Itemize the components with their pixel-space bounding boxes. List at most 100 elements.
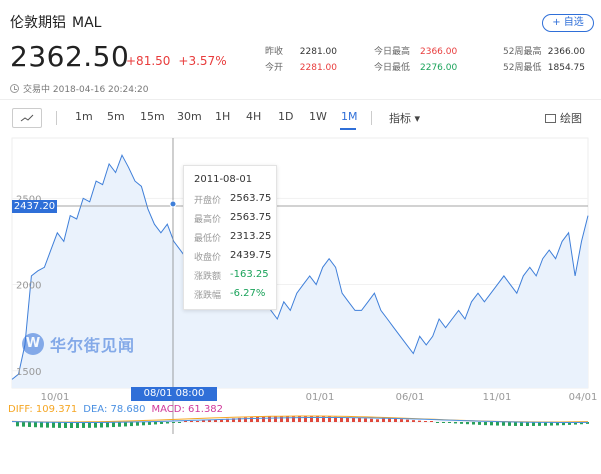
tooltip-label: 最低价 xyxy=(194,234,222,244)
draw-button[interactable]: 绘图 xyxy=(545,110,582,126)
macd-bar xyxy=(556,422,559,426)
toolbar-separator xyxy=(56,111,57,125)
macd-bar xyxy=(322,416,325,422)
macd-bar xyxy=(232,418,235,422)
stats-col-3: 52周最高 2366.00 52周最低 1854.75 xyxy=(503,44,585,76)
macd-bar xyxy=(292,416,295,422)
macd-bar xyxy=(424,421,427,422)
price-chart[interactable]: 1500 2000 2500 10/01 01/01 06/01 11/01 04/01 xyxy=(0,132,601,474)
macd-bar xyxy=(262,416,265,422)
tab-1mo[interactable]: 1M xyxy=(341,110,358,123)
macd-bar xyxy=(214,419,217,422)
macd-bar xyxy=(82,422,85,428)
macd-bar xyxy=(448,422,451,424)
tab-1m[interactable]: 1m xyxy=(75,110,93,123)
macd-bar xyxy=(358,418,361,422)
macd-bar xyxy=(142,422,145,426)
macd-bar xyxy=(40,422,43,428)
macd-bar xyxy=(502,422,505,426)
stats-col-2: 今日最高 2366.00 今日最低 2276.00 xyxy=(374,44,458,76)
crosshair-date-tag: 08/01 08:00 xyxy=(131,387,217,401)
toolbar-separator xyxy=(371,111,372,125)
macd-bar xyxy=(178,422,181,423)
watermark-text: 华尔街见闻 xyxy=(50,336,136,355)
macd-bar xyxy=(124,422,127,427)
macd-bar xyxy=(538,422,541,426)
macd-bar xyxy=(112,422,115,428)
macd-bar xyxy=(586,422,589,424)
macd-bar xyxy=(436,422,439,423)
macd-bar xyxy=(280,416,283,422)
tooltip-label: 最高价 xyxy=(194,215,222,225)
macd-value: MACD: 61.382 xyxy=(151,404,224,415)
macd-panel xyxy=(11,415,589,428)
macd-bar xyxy=(52,422,55,428)
macd-bar xyxy=(328,416,331,422)
macd-bar xyxy=(316,416,319,422)
tab-1w[interactable]: 1W xyxy=(309,110,327,123)
indicators-dropdown[interactable]: 指标 ▾ xyxy=(389,112,421,125)
tooltip-value: 2563.75 xyxy=(230,212,272,223)
macd-bar xyxy=(76,422,79,428)
tab-1h[interactable]: 1H xyxy=(215,110,231,123)
chart-toolbar: 1m 5m 15m 30m 1H 4H 1D 1W 1M 指标 ▾ 绘图 xyxy=(0,108,601,130)
macd-bar xyxy=(160,422,163,424)
macd-bar xyxy=(550,422,553,426)
macd-legend: DIFF: 109.371 DEA: 78.680 MACD: 61.382 xyxy=(8,404,229,415)
macd-bar xyxy=(250,417,253,422)
macd-bar xyxy=(28,422,31,427)
macd-bar xyxy=(46,422,49,428)
tab-1d[interactable]: 1D xyxy=(278,110,294,123)
line-chart-toggle[interactable] xyxy=(12,108,42,128)
macd-bar xyxy=(238,417,241,422)
macd-bar xyxy=(268,416,271,422)
macd-bar xyxy=(454,422,457,424)
stat-label: 今日最低 xyxy=(374,63,411,73)
tooltip-row-open: 开盘价 2563.75 xyxy=(194,193,272,207)
price-line xyxy=(11,153,589,380)
watermark-logo: W xyxy=(22,333,44,355)
tooltip-date: 2011-08-01 xyxy=(194,174,253,185)
macd-bar xyxy=(562,422,565,426)
macd-bar xyxy=(484,422,487,426)
tab-15m[interactable]: 15m xyxy=(140,110,165,123)
tab-4h[interactable]: 4H xyxy=(246,110,262,123)
macd-bar xyxy=(352,417,355,422)
tooltip-label: 涨跌额 xyxy=(194,272,222,282)
draw-label: 绘图 xyxy=(560,112,582,125)
ohlc-tooltip: 2011-08-01 开盘价 2563.75 最高价 2563.75 最低价 2313… xyxy=(183,165,277,310)
tooltip-value: 2439.75 xyxy=(230,250,272,261)
tab-5m[interactable]: 5m xyxy=(107,110,125,123)
macd-bar xyxy=(514,422,517,426)
macd-bar xyxy=(466,422,469,425)
instrument-name: 伦敦期铝 xyxy=(10,15,66,31)
stat-label: 昨收 xyxy=(265,47,284,57)
macd-bar xyxy=(58,422,61,428)
macd-bar xyxy=(34,422,37,428)
tooltip-row-close: 收盘价 2439.75 xyxy=(194,250,272,264)
macd-bar xyxy=(388,418,391,422)
add-watchlist-button[interactable]: + 自选 xyxy=(542,14,594,32)
y-tick-label: 2500 xyxy=(16,194,41,205)
macd-bar xyxy=(64,422,67,428)
instrument-title: 伦敦期铝 MAL xyxy=(10,12,101,32)
tooltip-label: 开盘价 xyxy=(194,196,222,206)
stat-value: 2366.00 xyxy=(420,47,458,57)
tab-30m[interactable]: 30m xyxy=(177,110,202,123)
tooltip-label: 收盘价 xyxy=(194,253,222,263)
macd-bar xyxy=(256,416,259,422)
crosshair-price-tag: 2437.20 xyxy=(12,200,57,213)
macd-bar xyxy=(304,416,307,422)
macd-bar xyxy=(406,419,409,422)
macd-bar xyxy=(496,422,499,426)
stat-label: 52周最高 xyxy=(503,47,542,57)
diff-value: DIFF: 109.371 xyxy=(8,404,78,415)
stat-value: 2281.00 xyxy=(299,47,337,57)
macd-bar xyxy=(382,417,385,422)
dea-value: DEA: 78.680 xyxy=(83,404,146,415)
macd-bar xyxy=(190,421,193,422)
active-tab-indicator xyxy=(340,128,356,130)
stat-label: 今开 xyxy=(265,63,284,73)
y-tick-label: 1500 xyxy=(16,367,41,378)
macd-bar xyxy=(310,416,313,422)
